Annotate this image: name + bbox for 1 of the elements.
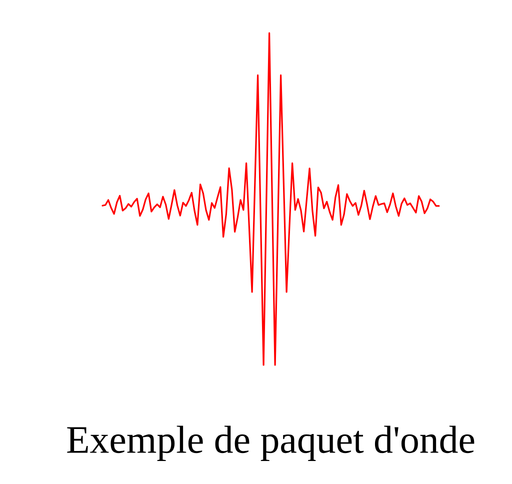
text: Exemple de paquet d'onde: [67, 426, 474, 461]
